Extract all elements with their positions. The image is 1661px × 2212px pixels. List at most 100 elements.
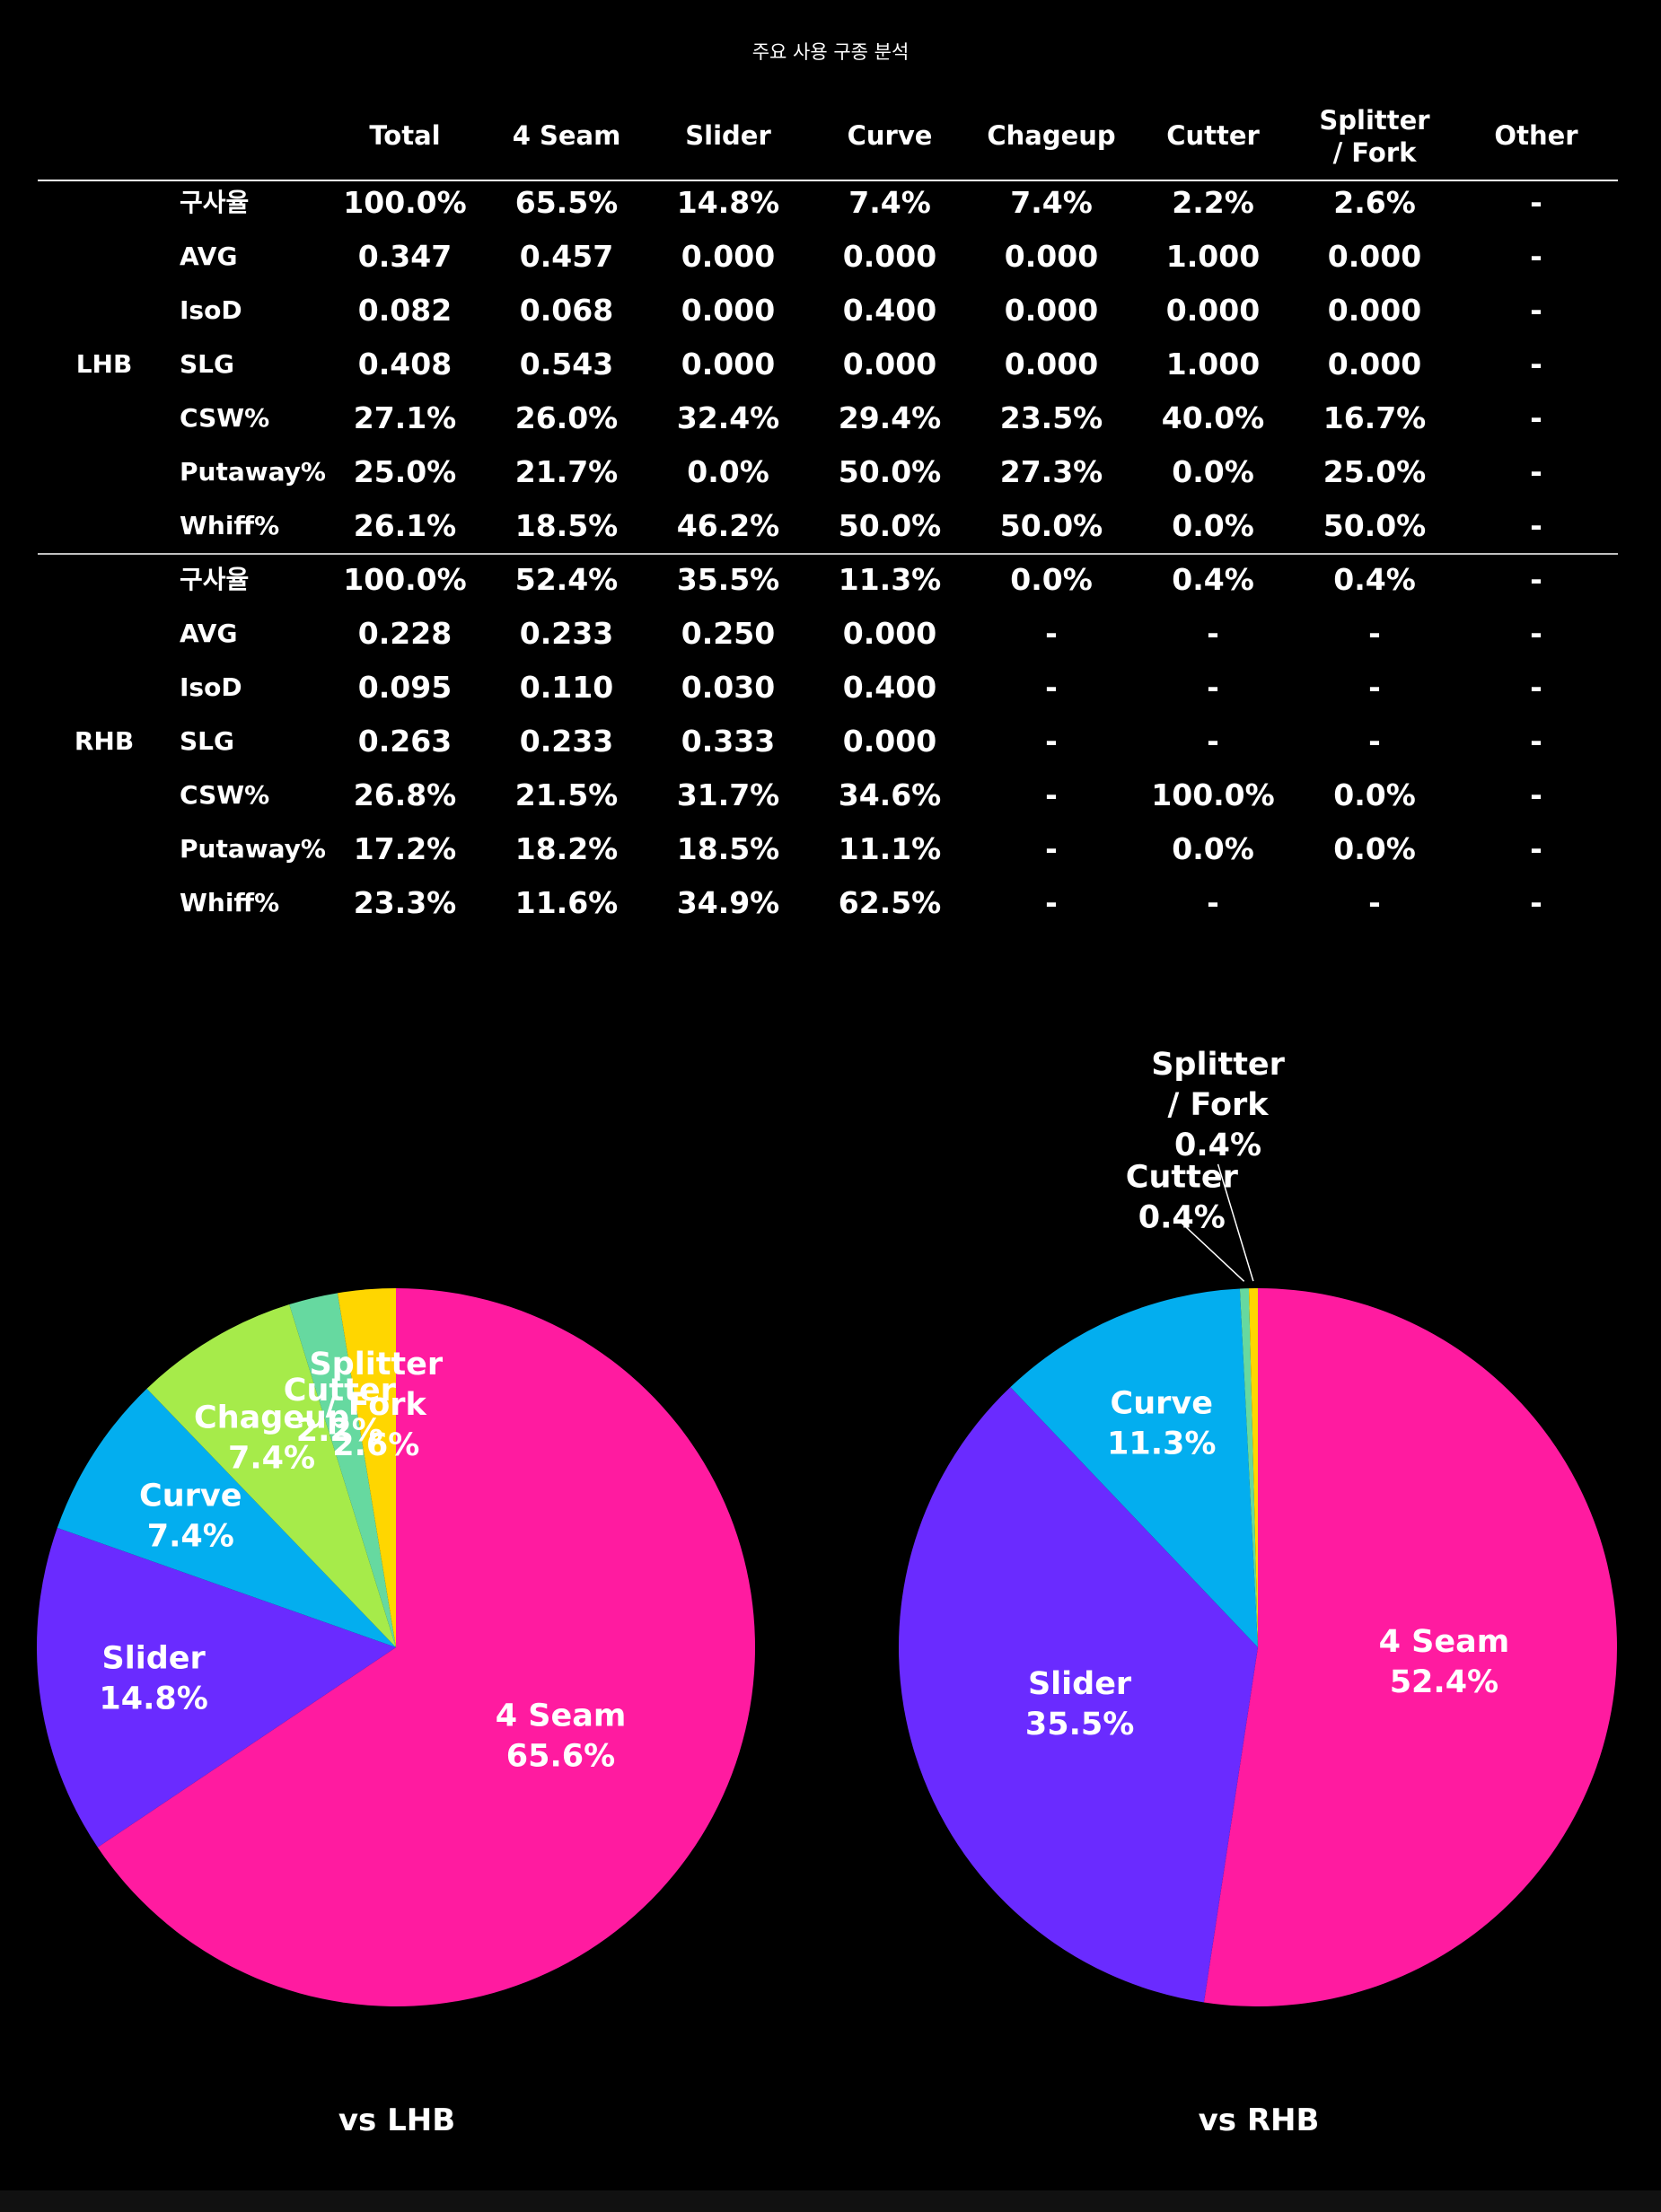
table-cell: - (1530, 293, 1542, 328)
table-cell: - (1530, 562, 1542, 597)
table-cell: 100.0% (343, 185, 466, 220)
column-header: Slider (685, 120, 771, 151)
table-cell: 0.082 (358, 293, 452, 328)
table-cell: 62.5% (839, 885, 942, 920)
table-cell: 50.0% (839, 454, 942, 489)
table-cell: 23.3% (354, 885, 457, 920)
table-cell: 0.000 (1005, 293, 1098, 328)
table-cell: 21.5% (515, 777, 619, 812)
table-cell: 11.3% (839, 562, 942, 597)
footer-bar (0, 2190, 1661, 2212)
row-metric-label: SLG (180, 349, 234, 379)
table-cell: 0.233 (520, 724, 613, 759)
table-cell: 1.000 (1166, 239, 1260, 274)
table-cell: 0.0% (1172, 454, 1254, 489)
table-cell: 27.1% (354, 400, 457, 435)
slice-value-label: 65.6% (506, 1738, 615, 1774)
table-cell: 0.263 (358, 724, 452, 759)
column-header: Splitter / Fork (1319, 105, 1430, 168)
slice-label: Cutter (284, 1373, 397, 1409)
pie-slice (146, 1304, 396, 1647)
table-cell: 0.000 (1328, 239, 1421, 274)
row-metric-label: AVG (180, 241, 237, 271)
table-cell: - (1045, 777, 1058, 812)
table-cell: - (1207, 616, 1219, 651)
row-metric-label: Whiff% (180, 888, 279, 917)
slice-label: Chageup (194, 1400, 349, 1435)
table-cell: 34.6% (839, 777, 942, 812)
column-header: Cutter (1166, 120, 1260, 151)
slice-value-label: 0.4% (1138, 1200, 1226, 1236)
table-cell: 0.0% (1333, 777, 1416, 812)
slice-value-label: 52.4% (1390, 1664, 1498, 1700)
table-cell: - (1207, 724, 1219, 759)
row-metric-label: Putaway% (180, 457, 326, 487)
slice-label: Cutter (1126, 1160, 1239, 1196)
pie-slice (899, 1387, 1258, 2003)
table-cell: 0.000 (681, 293, 775, 328)
table-cell: 0.000 (1328, 347, 1421, 382)
table-cell: 0.233 (520, 616, 613, 651)
table-cell: 29.4% (839, 400, 942, 435)
table-cell: 27.3% (1000, 454, 1103, 489)
slice-value-label: 2.2% (296, 1413, 383, 1449)
table-cell: 0.095 (358, 670, 452, 705)
table-cell: - (1045, 616, 1058, 651)
slice-value-label: 7.4% (228, 1440, 315, 1476)
table-cell: 0.4% (1172, 562, 1254, 597)
row-metric-label: Whiff% (180, 511, 279, 540)
table-cell: 50.0% (1323, 508, 1427, 543)
table-cell: 0.000 (843, 347, 936, 382)
table-cell: - (1207, 670, 1219, 705)
table-cell: 0.4% (1333, 562, 1416, 597)
table-cell: 26.0% (515, 400, 619, 435)
table-cell: 14.8% (677, 185, 780, 220)
table-cell: - (1530, 777, 1542, 812)
slice-label: Slider (1028, 1666, 1132, 1702)
slice-label: Curve (1111, 1386, 1213, 1422)
table-cell: 0.000 (681, 239, 775, 274)
slice-label: / Fork (1168, 1087, 1270, 1123)
table-cell: 1.000 (1166, 347, 1260, 382)
pie-slice (1248, 1288, 1258, 1647)
slice-label: Splitter (1151, 1047, 1285, 1083)
table-cell: - (1530, 400, 1542, 435)
table-cell: 17.2% (354, 831, 457, 866)
group-label: RHB (75, 726, 134, 756)
table-cell: 0.000 (681, 347, 775, 382)
table-cell: - (1530, 185, 1542, 220)
slice-value-label: 7.4% (147, 1518, 234, 1554)
table-cell: 0.000 (1005, 347, 1098, 382)
column-header: Chageup (987, 120, 1115, 151)
table-cell: 0.347 (358, 239, 452, 274)
table-cell: 25.0% (1323, 454, 1427, 489)
column-header: Curve (848, 120, 933, 151)
table-cell: - (1530, 454, 1542, 489)
row-metric-label: SLG (180, 726, 234, 756)
pie-caption-rhb: vs RHB (1198, 2102, 1320, 2138)
table-cell: - (1368, 616, 1381, 651)
table-cell: 40.0% (1162, 400, 1265, 435)
table-cell: 0.0% (1333, 831, 1416, 866)
table-cell: 50.0% (839, 508, 942, 543)
slice-label: 4 Seam (1379, 1624, 1510, 1660)
row-metric-label: CSW% (180, 403, 269, 433)
pie-caption-lhb: vs LHB (338, 2102, 456, 2138)
table-cell: 100.0% (1151, 777, 1274, 812)
row-metric-label: CSW% (180, 780, 269, 810)
table-cell: 35.5% (677, 562, 780, 597)
table-cell: 18.5% (677, 831, 780, 866)
pie-lhb: 4 Seam65.6%Slider14.8%Curve7.4%Chageup7.… (37, 1288, 755, 2006)
table-cell: - (1045, 831, 1058, 866)
slice-label: 4 Seam (496, 1698, 627, 1734)
page-title: 주요 사용 구종 분석 (751, 41, 910, 63)
table-cell: - (1207, 885, 1219, 920)
stats-table: Total 4 Seam Slider Curve Chageup Cutter Split… (38, 105, 1618, 920)
table-cell: 31.7% (677, 777, 780, 812)
table-cell: - (1530, 670, 1542, 705)
table-cell: 23.5% (1000, 400, 1103, 435)
pie-slice (337, 1288, 396, 1647)
table-cell: - (1045, 670, 1058, 705)
table-cell: 18.2% (515, 831, 619, 866)
table-cell: - (1530, 616, 1542, 651)
